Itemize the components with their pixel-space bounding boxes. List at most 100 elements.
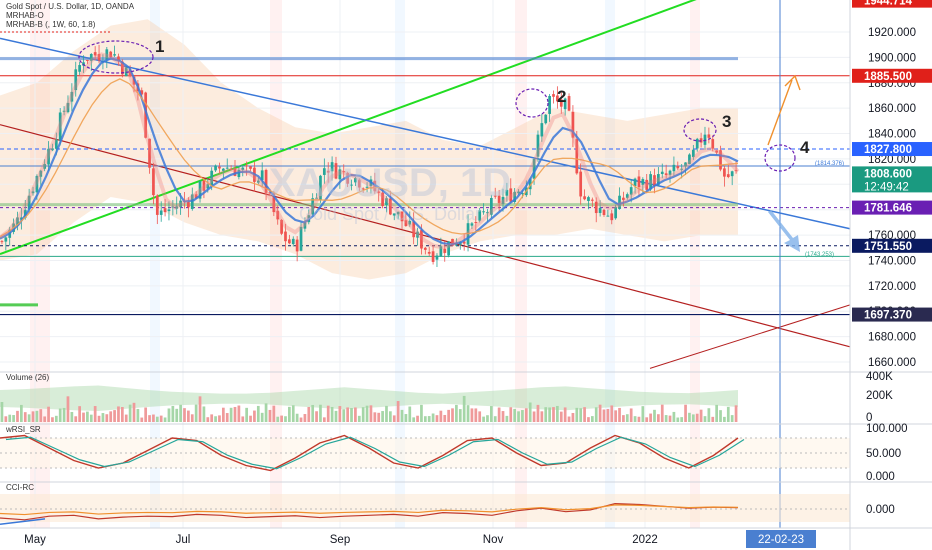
volume-bar-157 <box>610 405 614 422</box>
volume-bar-54 <box>210 414 214 422</box>
time-axis[interactable]: May Jul Sep Nov 2022 22-02-23 <box>24 530 816 548</box>
candle-body-189 <box>734 170 738 172</box>
volume-bar-3 <box>12 415 15 422</box>
volume-bar-76 <box>295 413 299 422</box>
volume-bar-173 <box>672 411 676 422</box>
candle-body-115 <box>447 241 450 256</box>
rsi-pane[interactable] <box>0 434 850 472</box>
volume-bar-69 <box>268 409 272 422</box>
volume-bar-131 <box>509 407 513 422</box>
candle-body-164 <box>637 176 641 188</box>
green-trendline <box>0 0 697 256</box>
volume-bar-79 <box>307 406 311 422</box>
volume-bar-159 <box>618 407 621 422</box>
candle-body-121 <box>470 223 474 226</box>
candle-body-75 <box>291 238 295 245</box>
volume-bar-100 <box>389 411 392 422</box>
volume-bar-63 <box>245 407 249 422</box>
candle-body-117 <box>455 244 458 246</box>
candle-body-55 <box>214 165 217 171</box>
volume-bar-174 <box>676 417 680 422</box>
candle-body-22 <box>86 59 89 61</box>
candle-body-184 <box>715 150 718 153</box>
candle-body-146 <box>567 96 571 111</box>
volume-bar-102 <box>396 401 400 422</box>
volume-bar-88 <box>342 409 346 422</box>
candle-body-7 <box>27 195 31 210</box>
up-arrow-head <box>784 74 801 91</box>
volume-bar-105 <box>408 406 412 422</box>
tag-top: 1944.714 <box>864 0 913 8</box>
candle-body-78 <box>303 222 307 229</box>
volume-bar-185 <box>719 410 722 422</box>
price-axis[interactable] <box>850 0 932 528</box>
volume-bar-161 <box>625 414 629 422</box>
volume-bar-36 <box>140 417 144 422</box>
cci-pane[interactable] <box>0 494 850 526</box>
candle-body-5 <box>20 217 23 220</box>
tag-countdown: 12:49:42 <box>864 181 909 193</box>
candle-body-81 <box>315 197 318 199</box>
volume-bar-83 <box>322 417 326 422</box>
price-tick-4: 1840.000 <box>868 129 916 141</box>
volume-bar-31 <box>120 407 124 422</box>
candle-body-76 <box>295 239 299 252</box>
price-tick-12: 1680.000 <box>868 332 916 344</box>
volume-bar-107 <box>416 415 419 422</box>
blue-trendline <box>0 37 851 230</box>
candle-body-139 <box>540 123 544 137</box>
candle-body-132 <box>513 191 517 202</box>
indicator-label-1: MRHAB-O <box>6 11 44 20</box>
candle-body-183 <box>711 139 715 149</box>
volume-bar-67 <box>260 412 264 422</box>
volume-pane[interactable] <box>0 385 738 423</box>
candle-body-39 <box>152 168 155 196</box>
time-label-0: May <box>24 534 46 546</box>
volume-bar-38 <box>148 415 151 422</box>
volume-bar-23 <box>89 414 93 422</box>
volume-bar-71 <box>276 416 280 422</box>
volume-bar-44 <box>171 405 175 422</box>
volume-bar-149 <box>579 408 583 422</box>
volume-bar-57 <box>221 407 225 422</box>
volume-bar-175 <box>680 417 684 422</box>
candle-body-147 <box>571 111 575 138</box>
time-label-3: Nov <box>483 534 504 546</box>
volume-bar-56 <box>218 415 221 422</box>
candle-body-176 <box>684 162 687 167</box>
price-tick-10: 1720.000 <box>868 281 916 293</box>
chart-title: Gold Spot / U.S. Dollar, 1D, OANDA <box>6 2 135 11</box>
candle-body-61 <box>237 169 241 178</box>
candle-body-27 <box>105 49 109 60</box>
candle-body-28 <box>109 51 113 58</box>
annotations: 1 2 3 4 (1814.376) (1743.253) <box>78 37 844 258</box>
candle-body-23 <box>89 54 93 61</box>
candle-body-59 <box>229 169 233 171</box>
candle-body-173 <box>672 164 676 172</box>
level-note-1814: (1814.376) <box>815 161 844 167</box>
candle-body-98 <box>381 192 384 206</box>
indicator-label-2: MRHAB-B (, 1W, 60, 1.8) <box>6 20 96 29</box>
volume-bar-146 <box>567 416 571 422</box>
volume-bar-14 <box>54 415 58 422</box>
candle-body-88 <box>342 171 346 173</box>
volume-bar-40 <box>155 416 159 422</box>
candle-body-131 <box>509 188 513 202</box>
candle-body-144 <box>559 99 563 107</box>
volume-bar-138 <box>536 404 540 422</box>
volume-bar-19 <box>74 416 78 422</box>
volume-bar-87 <box>338 406 342 422</box>
volume-bar-29 <box>113 410 116 422</box>
volume-bar-137 <box>532 411 536 422</box>
candle-body-171 <box>664 173 668 176</box>
candle-body-72 <box>280 219 283 234</box>
candle-body-112 <box>435 255 439 260</box>
volume-bar-187 <box>726 406 730 422</box>
volume-bar-101 <box>392 415 396 422</box>
volume-bar-124 <box>482 416 485 422</box>
volume-bar-96 <box>373 412 377 422</box>
cursor-date-bg <box>746 530 816 548</box>
tag-1697: 1697.370 <box>864 310 912 322</box>
candle-body-114 <box>443 248 447 253</box>
